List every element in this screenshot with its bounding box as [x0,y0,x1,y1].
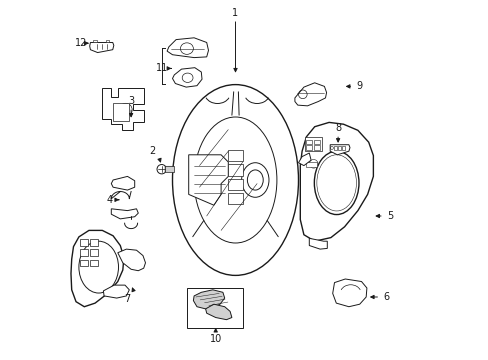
Polygon shape [294,83,326,106]
Bar [306,140,311,144]
Ellipse shape [247,170,263,190]
Bar [333,146,336,150]
Polygon shape [300,122,373,241]
Bar [186,288,242,328]
Text: 3: 3 [128,96,134,106]
Polygon shape [111,176,134,190]
Text: 2: 2 [149,146,156,156]
Text: 5: 5 [386,211,393,221]
Ellipse shape [172,85,298,275]
Bar [314,145,319,150]
Text: 10: 10 [209,334,222,344]
Polygon shape [71,230,123,307]
Polygon shape [205,304,231,320]
Text: 12: 12 [74,38,87,48]
Ellipse shape [241,163,268,197]
Polygon shape [188,155,228,205]
Polygon shape [172,68,202,87]
Bar [228,179,242,190]
Polygon shape [309,238,326,249]
Polygon shape [332,279,366,307]
Bar [305,137,322,151]
Polygon shape [89,42,114,53]
Text: 7: 7 [124,294,130,304]
Bar [80,260,87,266]
Polygon shape [329,145,349,155]
Bar [228,193,242,204]
Bar [228,150,242,161]
Ellipse shape [316,155,356,211]
Text: 8: 8 [334,123,341,133]
Text: 4: 4 [106,195,112,205]
Bar [305,162,316,167]
Text: 6: 6 [383,292,389,302]
Polygon shape [167,38,208,58]
Bar [337,146,340,150]
Text: 1: 1 [232,8,238,18]
Polygon shape [118,249,145,271]
Bar [80,239,87,246]
Bar [113,103,129,121]
Bar [93,40,97,42]
Ellipse shape [314,151,358,215]
Polygon shape [103,285,129,298]
Bar [90,249,98,256]
Polygon shape [298,153,310,166]
Bar [90,239,98,246]
Ellipse shape [194,117,276,243]
Polygon shape [193,290,224,310]
Text: 11: 11 [155,63,167,73]
Bar [90,260,98,266]
Text: 9: 9 [356,81,362,91]
Bar [164,166,173,172]
Ellipse shape [79,241,118,293]
Polygon shape [111,209,138,219]
Bar [105,40,109,42]
Bar [342,146,345,150]
Bar [306,145,311,150]
Bar [80,249,87,256]
Bar [228,164,242,176]
Bar [314,140,319,144]
Polygon shape [102,88,143,130]
